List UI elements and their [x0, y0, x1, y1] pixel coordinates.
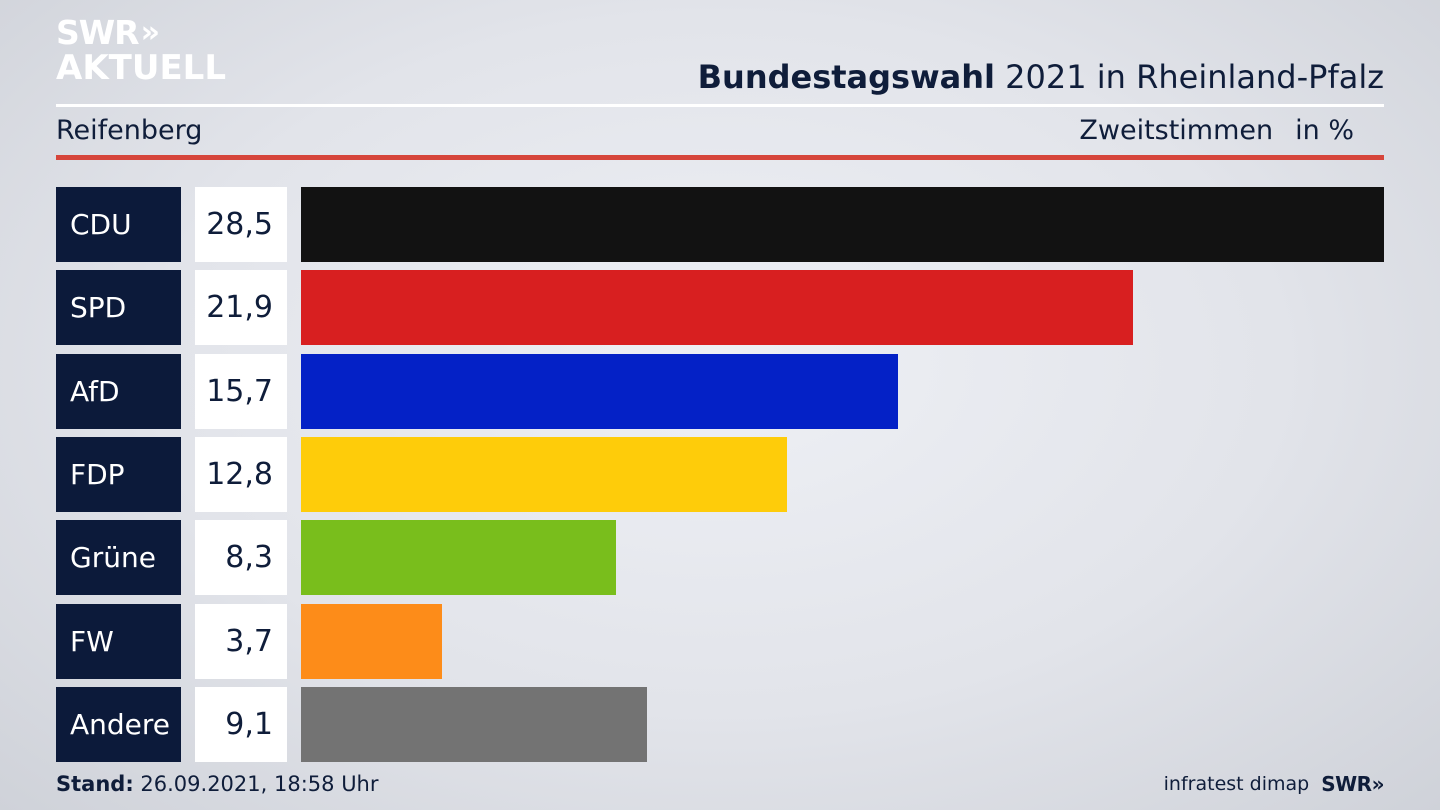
value-label: 15,7 [195, 354, 287, 429]
category-label: AfD [56, 354, 181, 429]
stand-label: Stand: [56, 772, 134, 796]
swr-brand-logo: SWR» [1321, 772, 1384, 796]
source-label: infratest dimap [1163, 773, 1310, 795]
chart-title: Bundestagswahl 2021 in Rheinland-Pfalz [698, 58, 1384, 96]
accent-divider [56, 155, 1384, 160]
category-label: CDU [56, 187, 181, 262]
swr-aktuell-logo: SWR» AKTUELL [56, 16, 226, 85]
title-bold: Bundestagswahl [697, 58, 995, 96]
logo-aktuell-text: AKTUELL [56, 48, 227, 88]
bar-fw [301, 604, 442, 679]
category-label: SPD [56, 270, 181, 345]
category-label: Grüne [56, 520, 181, 595]
bar-fdp [301, 437, 787, 512]
category-label: FW [56, 604, 181, 679]
bar-andere [301, 687, 647, 762]
bar-cdu [301, 187, 1384, 262]
unit-label: in % [1295, 115, 1354, 146]
value-label: 28,5 [195, 187, 287, 262]
header-divider [56, 104, 1384, 107]
category-label: Andere [56, 687, 181, 762]
measure-label: Zweitstimmen [1079, 115, 1274, 146]
bar-spd [301, 270, 1133, 345]
title-rest: 2021 in Rheinland-Pfalz [1005, 58, 1384, 96]
value-label: 12,8 [195, 437, 287, 512]
bar-grüne [301, 520, 616, 595]
value-label: 3,7 [195, 604, 287, 679]
value-label: 21,9 [195, 270, 287, 345]
bar-afd [301, 354, 898, 429]
chart-subtitle: Zweitstimmen in % [1079, 115, 1354, 146]
value-label: 8,3 [195, 520, 287, 595]
category-label: FDP [56, 437, 181, 512]
location-label: Reifenberg [56, 115, 203, 146]
stand-value: 26.09.2021, 18:58 Uhr [140, 772, 379, 796]
value-label: 9,1 [195, 687, 287, 762]
logo-swr-text: SWR [56, 13, 140, 52]
source-credit: infratest dimap SWR» [1163, 772, 1385, 796]
timestamp: Stand: 26.09.2021, 18:58 Uhr [56, 772, 379, 796]
